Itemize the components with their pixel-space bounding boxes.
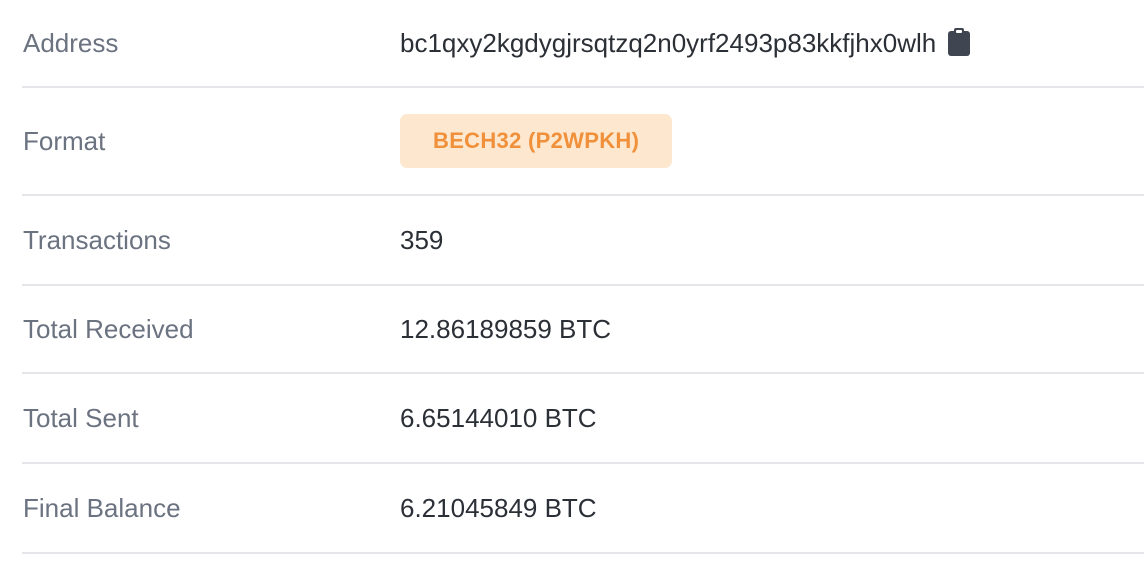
transactions-label: Transactions xyxy=(23,224,171,255)
clipboard-icon[interactable] xyxy=(948,28,971,56)
total-sent-row: Total Sent 6.65144010 BTC xyxy=(22,374,1144,464)
address-value[interactable]: bc1qxy2kgdygjrsqtzq2n0yrf2493p83kkfjhx0w… xyxy=(400,27,937,58)
format-row: Format BECH32 (P2WPKH) xyxy=(22,88,1144,196)
transactions-row: Transactions 359 xyxy=(22,196,1144,286)
final-balance-row: Final Balance 6.21045849 BTC xyxy=(22,464,1144,554)
transactions-value: 359 xyxy=(400,224,444,255)
address-details-table: Address bc1qxy2kgdygjrsqtzq2n0yrf2493p83… xyxy=(22,0,1144,554)
address-row: Address bc1qxy2kgdygjrsqtzq2n0yrf2493p83… xyxy=(22,0,1144,88)
format-value-container: BECH32 (P2WPKH) xyxy=(400,114,673,168)
total-sent-label: Total Sent xyxy=(23,402,139,433)
final-balance-label: Final Balance xyxy=(23,492,181,523)
format-label: Format xyxy=(23,125,106,156)
total-received-value: 12.86189859 BTC xyxy=(400,313,612,344)
address-value-container: bc1qxy2kgdygjrsqtzq2n0yrf2493p83kkfjhx0w… xyxy=(400,27,971,59)
total-sent-value: 6.65144010 BTC xyxy=(400,402,597,433)
format-badge: BECH32 (P2WPKH) xyxy=(400,114,673,168)
address-label: Address xyxy=(23,27,119,58)
final-balance-value: 6.21045849 BTC xyxy=(400,492,597,523)
total-received-row: Total Received 12.86189859 BTC xyxy=(22,286,1144,374)
total-received-label: Total Received xyxy=(23,313,194,344)
